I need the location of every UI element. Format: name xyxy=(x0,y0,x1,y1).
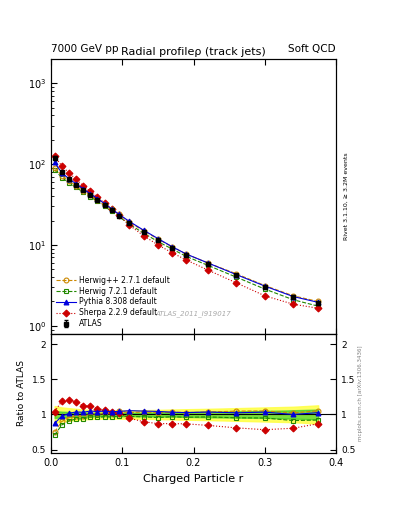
Pythia 8.308 default xyxy=(170,244,174,250)
Herwig++ 2.7.1 default xyxy=(170,244,174,250)
Herwig 7.2.1 default xyxy=(66,180,71,186)
Herwig 7.2.1 default xyxy=(141,230,146,236)
Title: Radial profileρ (track jets): Radial profileρ (track jets) xyxy=(121,47,266,57)
Herwig++ 2.7.1 default xyxy=(156,236,160,242)
Herwig++ 2.7.1 default xyxy=(88,193,93,199)
Sherpa 2.2.9 default xyxy=(206,267,210,273)
Herwig++ 2.7.1 default xyxy=(234,271,239,277)
Pythia 8.308 default xyxy=(116,211,121,217)
Sherpa 2.2.9 default xyxy=(95,194,100,200)
Herwig 7.2.1 default xyxy=(116,214,121,220)
Herwig 7.2.1 default xyxy=(263,286,267,292)
Pythia 8.308 default xyxy=(291,293,296,300)
Pythia 8.308 default xyxy=(66,176,71,182)
Herwig 7.2.1 default xyxy=(88,194,93,200)
Line: Herwig 7.2.1 default: Herwig 7.2.1 default xyxy=(52,167,321,309)
Herwig++ 2.7.1 default xyxy=(66,178,71,184)
Sherpa 2.2.9 default xyxy=(59,163,64,169)
Pythia 8.308 default xyxy=(127,219,132,225)
Line: Pythia 8.308 default: Pythia 8.308 default xyxy=(52,160,321,305)
Pythia 8.308 default xyxy=(52,159,57,165)
Herwig++ 2.7.1 default xyxy=(102,202,107,208)
Sherpa 2.2.9 default xyxy=(127,222,132,228)
Sherpa 2.2.9 default xyxy=(52,153,57,159)
Herwig++ 2.7.1 default xyxy=(59,173,64,179)
Sherpa 2.2.9 default xyxy=(141,232,146,239)
Pythia 8.308 default xyxy=(73,181,78,187)
Pythia 8.308 default xyxy=(59,170,64,176)
Y-axis label: Ratio to ATLAS: Ratio to ATLAS xyxy=(17,360,26,426)
Herwig++ 2.7.1 default xyxy=(81,187,86,194)
Herwig++ 2.7.1 default xyxy=(184,251,189,257)
Herwig 7.2.1 default xyxy=(170,246,174,252)
Pythia 8.308 default xyxy=(263,283,267,289)
Pythia 8.308 default xyxy=(234,271,239,278)
Herwig++ 2.7.1 default xyxy=(291,293,296,299)
Pythia 8.308 default xyxy=(88,190,93,197)
Herwig 7.2.1 default xyxy=(184,253,189,260)
Sherpa 2.2.9 default xyxy=(66,170,71,176)
Sherpa 2.2.9 default xyxy=(88,188,93,195)
Herwig 7.2.1 default xyxy=(206,262,210,268)
Line: Herwig++ 2.7.1 default: Herwig++ 2.7.1 default xyxy=(52,165,321,304)
Sherpa 2.2.9 default xyxy=(73,176,78,182)
Sherpa 2.2.9 default xyxy=(109,206,114,212)
Herwig++ 2.7.1 default xyxy=(52,165,57,171)
Herwig 7.2.1 default xyxy=(234,274,239,280)
Pythia 8.308 default xyxy=(109,206,114,212)
Sherpa 2.2.9 default xyxy=(116,212,121,218)
Herwig++ 2.7.1 default xyxy=(263,283,267,289)
Sherpa 2.2.9 default xyxy=(316,305,321,311)
Herwig++ 2.7.1 default xyxy=(141,228,146,234)
Herwig 7.2.1 default xyxy=(291,296,296,303)
Sherpa 2.2.9 default xyxy=(263,293,267,299)
Pythia 8.308 default xyxy=(316,300,321,306)
Pythia 8.308 default xyxy=(95,196,100,202)
X-axis label: Charged Particle r: Charged Particle r xyxy=(143,474,244,483)
Herwig++ 2.7.1 default xyxy=(316,298,321,305)
Herwig 7.2.1 default xyxy=(95,198,100,204)
Pythia 8.308 default xyxy=(184,251,189,257)
Pythia 8.308 default xyxy=(141,227,146,233)
Legend: Herwig++ 2.7.1 default, Herwig 7.2.1 default, Pythia 8.308 default, Sherpa 2.2.9: Herwig++ 2.7.1 default, Herwig 7.2.1 def… xyxy=(55,274,172,330)
Sherpa 2.2.9 default xyxy=(156,242,160,248)
Sherpa 2.2.9 default xyxy=(102,200,107,206)
Pythia 8.308 default xyxy=(81,186,86,192)
Sherpa 2.2.9 default xyxy=(170,250,174,256)
Herwig++ 2.7.1 default xyxy=(116,211,121,217)
Text: ATLAS_2011_I919017: ATLAS_2011_I919017 xyxy=(156,310,231,317)
Herwig++ 2.7.1 default xyxy=(206,260,210,266)
Pythia 8.308 default xyxy=(156,236,160,242)
Text: 7000 GeV pp: 7000 GeV pp xyxy=(51,44,119,54)
Herwig 7.2.1 default xyxy=(52,167,57,173)
Sherpa 2.2.9 default xyxy=(184,257,189,263)
Sherpa 2.2.9 default xyxy=(81,183,86,189)
Herwig 7.2.1 default xyxy=(59,175,64,181)
Herwig 7.2.1 default xyxy=(73,184,78,190)
Line: Sherpa 2.2.9 default: Sherpa 2.2.9 default xyxy=(52,154,321,311)
Herwig 7.2.1 default xyxy=(156,239,160,245)
Y-axis label: Rivet 3.1.10, ≥ 3.2M events: Rivet 3.1.10, ≥ 3.2M events xyxy=(343,153,349,240)
Text: Soft QCD: Soft QCD xyxy=(288,44,336,54)
Herwig 7.2.1 default xyxy=(81,189,86,195)
Herwig 7.2.1 default xyxy=(127,221,132,227)
Herwig++ 2.7.1 default xyxy=(95,197,100,203)
Herwig 7.2.1 default xyxy=(109,208,114,215)
Herwig++ 2.7.1 default xyxy=(73,183,78,189)
Herwig++ 2.7.1 default xyxy=(109,206,114,212)
Herwig 7.2.1 default xyxy=(316,303,321,309)
Y-axis label: mcplots.cern.ch [arXiv:1306.3436]: mcplots.cern.ch [arXiv:1306.3436] xyxy=(358,346,363,441)
Herwig++ 2.7.1 default xyxy=(127,219,132,225)
Herwig 7.2.1 default xyxy=(102,203,107,209)
Pythia 8.308 default xyxy=(102,201,107,207)
Pythia 8.308 default xyxy=(206,260,210,266)
Sherpa 2.2.9 default xyxy=(234,280,239,286)
Sherpa 2.2.9 default xyxy=(291,301,296,307)
